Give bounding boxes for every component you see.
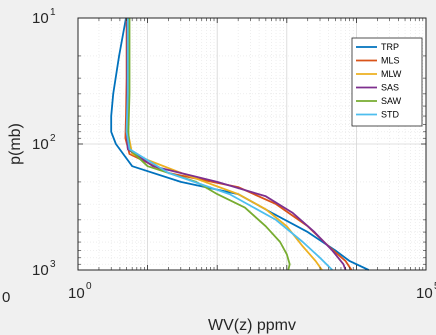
y-tick-exponent: 2 [50, 133, 56, 144]
y-tick-exponent: 3 [50, 259, 56, 270]
axis-ticks [78, 18, 426, 270]
x-tick-exponent: 0 [86, 281, 92, 292]
legend-label-saw: SAW [381, 96, 402, 106]
legend-label-sas: SAS [381, 83, 399, 93]
series-line-saw [127, 18, 291, 271]
legend-label-std: STD [381, 110, 400, 120]
legend-label-mls: MLS [381, 56, 400, 66]
legend-label-mlw: MLW [381, 69, 402, 79]
y-axis-label: p(mb) [7, 123, 24, 165]
left-edge-label: 0 [2, 289, 10, 306]
series-lines [110, 17, 370, 271]
legend-box [351, 37, 423, 127]
series-line-std [125, 18, 333, 271]
y-tick-label: 10 [32, 10, 49, 27]
x-tick-label: 10 [68, 285, 85, 302]
y-tick-exponent: 1 [50, 7, 56, 18]
y-tick-label: 10 [32, 136, 49, 153]
y-tick-label: 10 [32, 262, 49, 279]
tick-labels: 101102103100105 [32, 7, 436, 302]
x-tick-exponent: 5 [434, 281, 436, 292]
x-axis-label: WV(z) ppmv [208, 317, 296, 334]
legend: TRP MLS MLW SAS SAW STD [351, 37, 423, 127]
x-tick-label: 10 [416, 285, 433, 302]
legend-label-trp: TRP [381, 42, 399, 52]
